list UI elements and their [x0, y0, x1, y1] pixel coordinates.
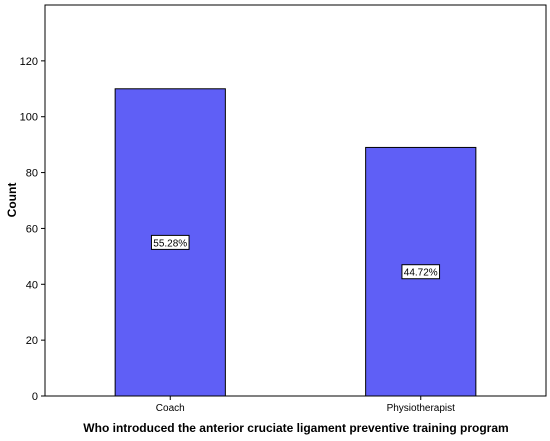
data-label: 44.72%	[404, 268, 438, 279]
bars-group: 55.28% 44.72%	[114, 88, 477, 397]
y-tick-label: 120	[20, 56, 38, 68]
y-axis-title: Count	[5, 183, 19, 218]
x-tick-label: Coach	[156, 403, 185, 414]
y-tick-label: 80	[26, 168, 38, 180]
data-label-box	[150, 234, 190, 250]
y-tick-label: 20	[26, 335, 38, 347]
y-tick-label: 60	[26, 223, 38, 235]
y-tick-label: 40	[26, 279, 38, 291]
data-label-box	[401, 264, 441, 280]
y-tick-label: 0	[32, 391, 38, 403]
x-axis-title: Who introduced the anterior cruciate lig…	[83, 421, 508, 435]
x-axis: Coach Physiotherapist	[156, 396, 455, 414]
data-label: 55.28%	[153, 238, 187, 249]
x-tick-label: Physiotherapist	[387, 403, 456, 414]
y-axis: 0 20 40 60 80 100 120	[20, 56, 45, 403]
y-tick-label: 100	[20, 112, 38, 124]
